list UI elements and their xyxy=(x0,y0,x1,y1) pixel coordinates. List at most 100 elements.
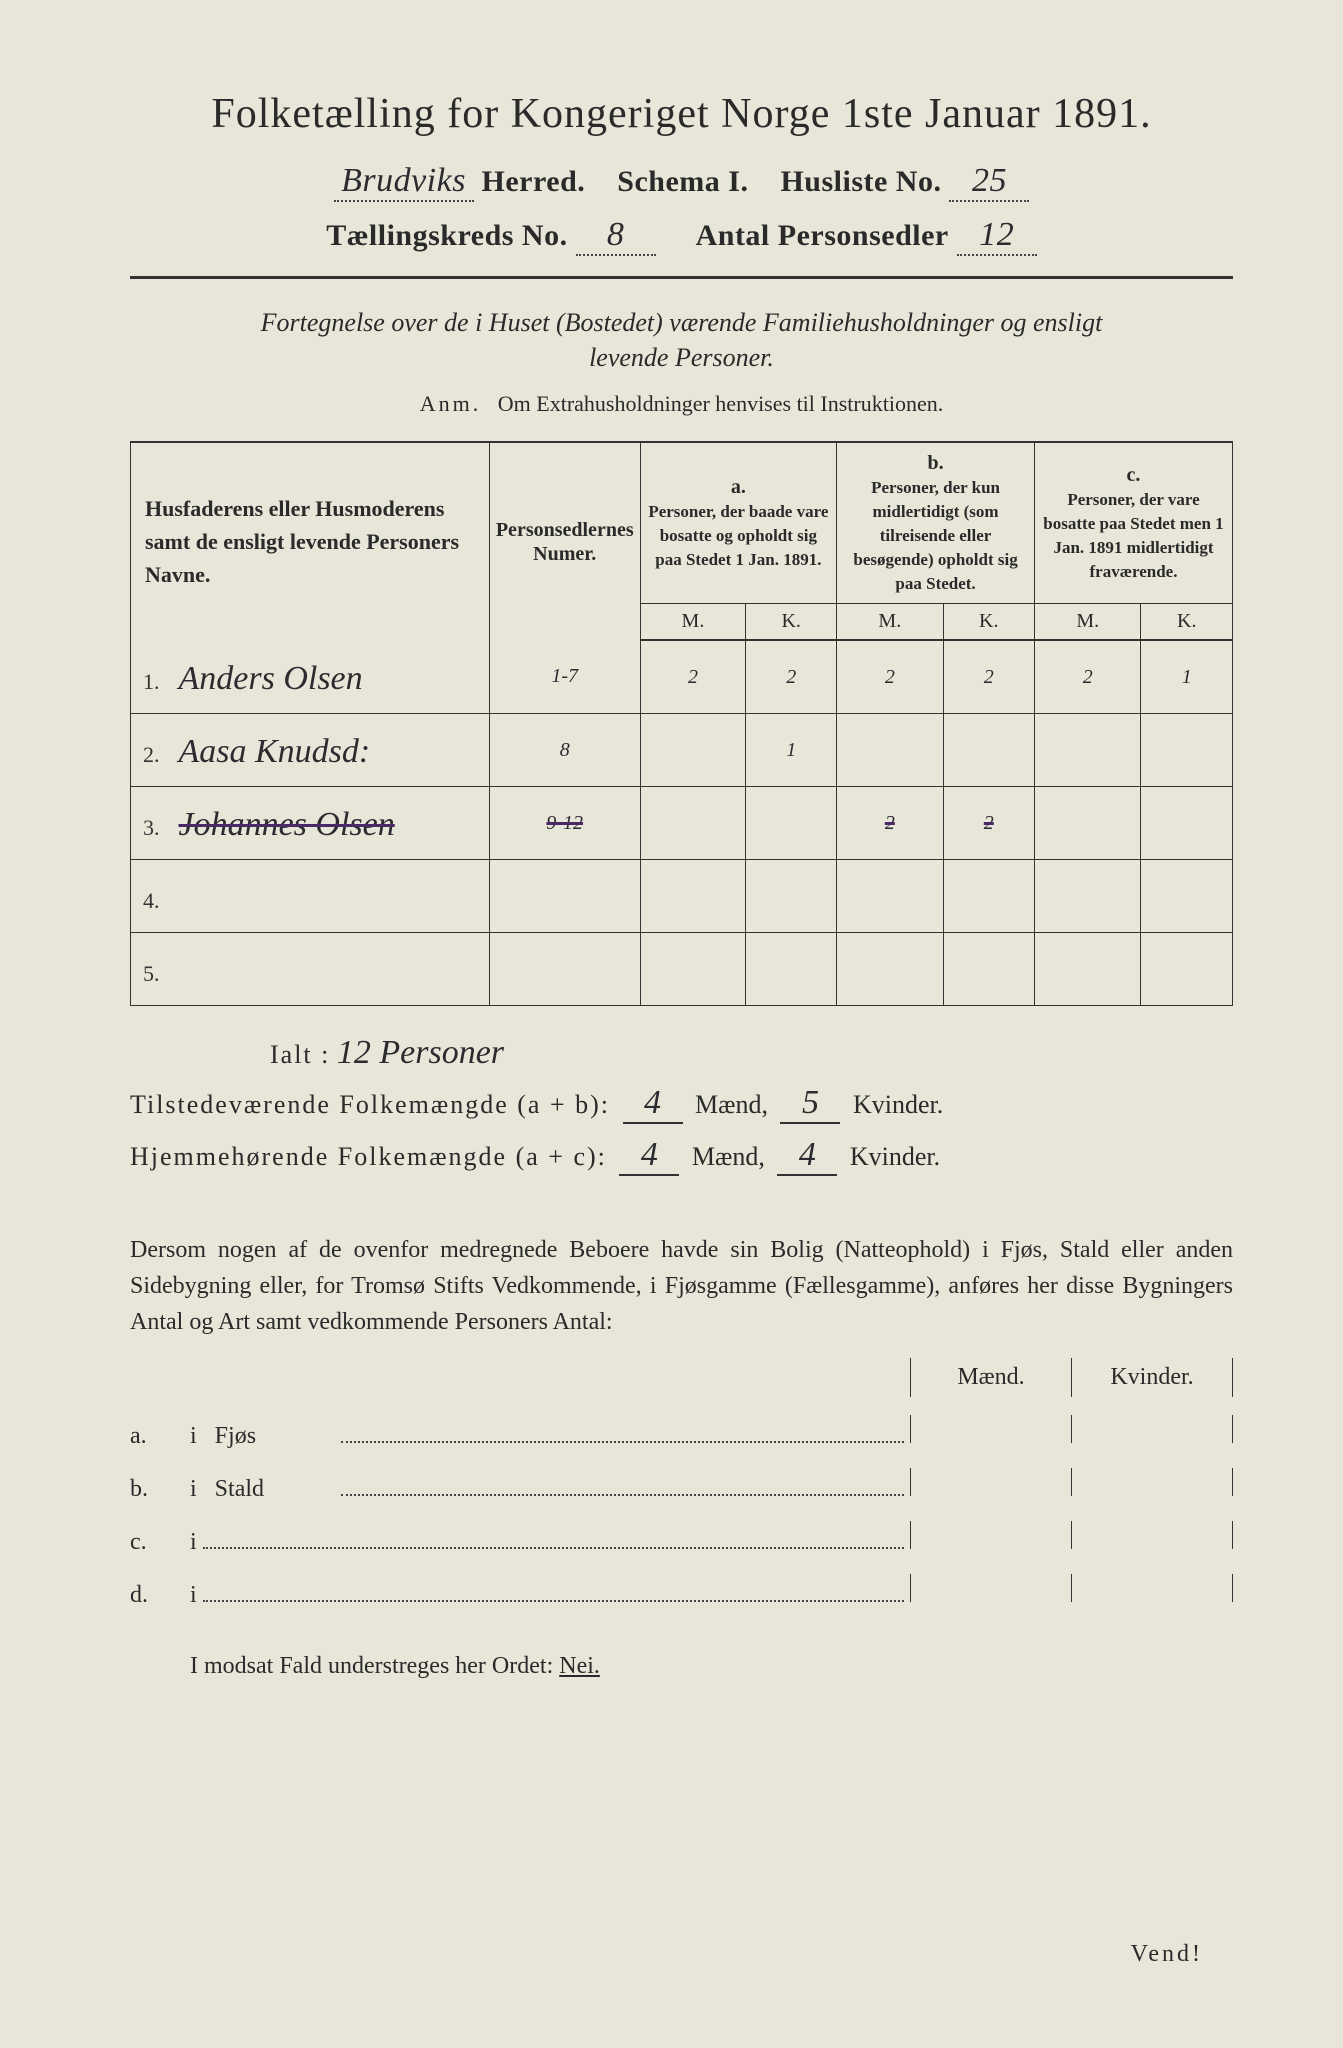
hdr-c-text: Personer, der vare bosatte paa Stedet me… xyxy=(1043,490,1223,581)
row-c-k xyxy=(1141,714,1233,787)
list-b-k xyxy=(1071,1468,1233,1496)
row-name: 1. Anders Olsen xyxy=(131,640,490,714)
list-a-dots xyxy=(341,1424,904,1443)
home-label: Hjemmehørende Folkemængde (a + c): xyxy=(130,1142,607,1171)
subtitle-line2: levende Personer. xyxy=(589,343,774,372)
list-b-i: i xyxy=(190,1476,197,1503)
list-d-k xyxy=(1071,1574,1233,1602)
row-a-m xyxy=(640,860,746,933)
list-b-lbl: b. xyxy=(130,1476,190,1503)
maend-label-1: Mænd, xyxy=(695,1090,768,1119)
row-a-k xyxy=(746,933,837,1006)
list-d-dots xyxy=(203,1583,904,1602)
list-line-a: a. i Fjøs xyxy=(130,1415,1233,1450)
vend-label: Vend! xyxy=(1131,1941,1203,1968)
footer-pre: I modsat Fald understreges her Ordet: xyxy=(190,1653,553,1679)
row-name: 3. Johannes Olsen xyxy=(131,787,490,860)
list-b-m xyxy=(910,1468,1071,1496)
row-b-k xyxy=(943,933,1034,1006)
list-line-b: b. i Stald xyxy=(130,1468,1233,1503)
list-d-m xyxy=(910,1574,1071,1602)
header-line-1: Brudviks Herred. Schema I. Husliste No. … xyxy=(130,162,1233,202)
list-b-dots xyxy=(341,1477,904,1496)
row-sedler: 9-12 xyxy=(489,787,640,860)
row-a-m: 2 xyxy=(640,640,746,714)
hdr-c-m: M. xyxy=(1035,604,1141,640)
row-b-k: 2 xyxy=(943,640,1034,714)
row-a-m xyxy=(640,714,746,787)
row-a-k xyxy=(746,787,837,860)
footer-line: I modsat Fald understreges her Ordet: Ne… xyxy=(130,1653,1233,1680)
census-table: Husfaderens eller Husmoderens samt de en… xyxy=(130,441,1233,1006)
row-sedler xyxy=(489,860,640,933)
list-line-c: c. i xyxy=(130,1521,1233,1556)
row-b-m xyxy=(837,933,943,1006)
hdr-a-label: a. xyxy=(731,476,746,498)
home-m: 4 xyxy=(619,1136,679,1176)
list-b-txt: Stald xyxy=(215,1476,335,1503)
hdr-a-m: M. xyxy=(640,604,746,640)
row-a-m xyxy=(640,933,746,1006)
list-d-lbl: d. xyxy=(130,1582,190,1609)
mk-maend: Mænd. xyxy=(910,1358,1071,1397)
footer-nei: Nei. xyxy=(559,1653,600,1679)
anm-text: Om Extrahusholdninger henvises til Instr… xyxy=(498,391,943,416)
present-k: 5 xyxy=(780,1084,840,1124)
hdr-b-text: Personer, der kun midlertidigt (som tilr… xyxy=(853,478,1017,593)
home-k: 4 xyxy=(777,1136,837,1176)
husliste-label: Husliste No. xyxy=(780,165,941,198)
page-title: Folketælling for Kongeriget Norge 1ste J… xyxy=(130,90,1233,138)
side-building-paragraph: Dersom nogen af de ovenfor medregnede Be… xyxy=(130,1232,1233,1340)
mk-column-header: Mænd. Kvinder. xyxy=(130,1358,1233,1397)
subtitle: Fortegnelse over de i Huset (Bostedet) v… xyxy=(130,305,1233,375)
row-a-m xyxy=(640,787,746,860)
anm-line: Anm. Om Extrahusholdninger henvises til … xyxy=(130,391,1233,417)
row-a-k xyxy=(746,860,837,933)
row-b-m xyxy=(837,860,943,933)
hdr-c-label: c. xyxy=(1127,464,1141,486)
ialt-label: Ialt : xyxy=(270,1040,330,1069)
list-c-k xyxy=(1071,1521,1233,1549)
list-a-m xyxy=(910,1415,1071,1443)
list-d-i: i xyxy=(190,1582,197,1609)
census-form-page: Folketælling for Kongeriget Norge 1ste J… xyxy=(0,0,1343,2048)
list-c-i: i xyxy=(190,1529,197,1556)
row-sedler xyxy=(489,933,640,1006)
hdr-b-label: b. xyxy=(927,452,943,474)
hdr-b-k: K. xyxy=(943,604,1034,640)
row-a-k: 1 xyxy=(746,714,837,787)
hdr-name: Husfaderens eller Husmoderens samt de en… xyxy=(145,496,459,587)
hdr-b-m: M. xyxy=(837,604,943,640)
row-name: 2. Aasa Knudsd: xyxy=(131,714,490,787)
table-row: 3. Johannes Olsen9-1222 xyxy=(131,787,1233,860)
table-header-1: Husfaderens eller Husmoderens samt de en… xyxy=(131,442,1233,604)
row-c-k xyxy=(1141,860,1233,933)
row-name: 4. xyxy=(131,860,490,933)
maend-label-2: Mænd, xyxy=(692,1142,765,1171)
table-row: 2. Aasa Knudsd:8 1 xyxy=(131,714,1233,787)
row-b-k xyxy=(943,860,1034,933)
personsedler-value: 12 xyxy=(957,216,1037,256)
list-c-dots xyxy=(203,1530,904,1549)
para-text: Dersom nogen af de ovenfor medregnede Be… xyxy=(130,1237,1233,1335)
row-c-m: 2 xyxy=(1035,640,1141,714)
herred-value: Brudviks xyxy=(334,162,474,202)
table-row: 4. xyxy=(131,860,1233,933)
list-a-txt: Fjøs xyxy=(215,1423,335,1450)
table-row: 1. Anders Olsen1-7222221 xyxy=(131,640,1233,714)
list-line-d: d. i xyxy=(130,1574,1233,1609)
kreds-label: Tællingskreds No. xyxy=(326,219,567,252)
row-sedler: 8 xyxy=(489,714,640,787)
header-line-2: Tællingskreds No. 8 Antal Personsedler 1… xyxy=(130,216,1233,256)
list-a-lbl: a. xyxy=(130,1423,190,1450)
subtitle-line1: Fortegnelse over de i Huset (Bostedet) v… xyxy=(261,308,1103,337)
row-b-m: 2 xyxy=(837,640,943,714)
present-m: 4 xyxy=(623,1084,683,1124)
row-a-k: 2 xyxy=(746,640,837,714)
row-c-m xyxy=(1035,714,1141,787)
row-sedler: 1-7 xyxy=(489,640,640,714)
row-b-m: 2 xyxy=(837,787,943,860)
row-b-k xyxy=(943,714,1034,787)
row-c-k xyxy=(1141,933,1233,1006)
list-c-m xyxy=(910,1521,1071,1549)
